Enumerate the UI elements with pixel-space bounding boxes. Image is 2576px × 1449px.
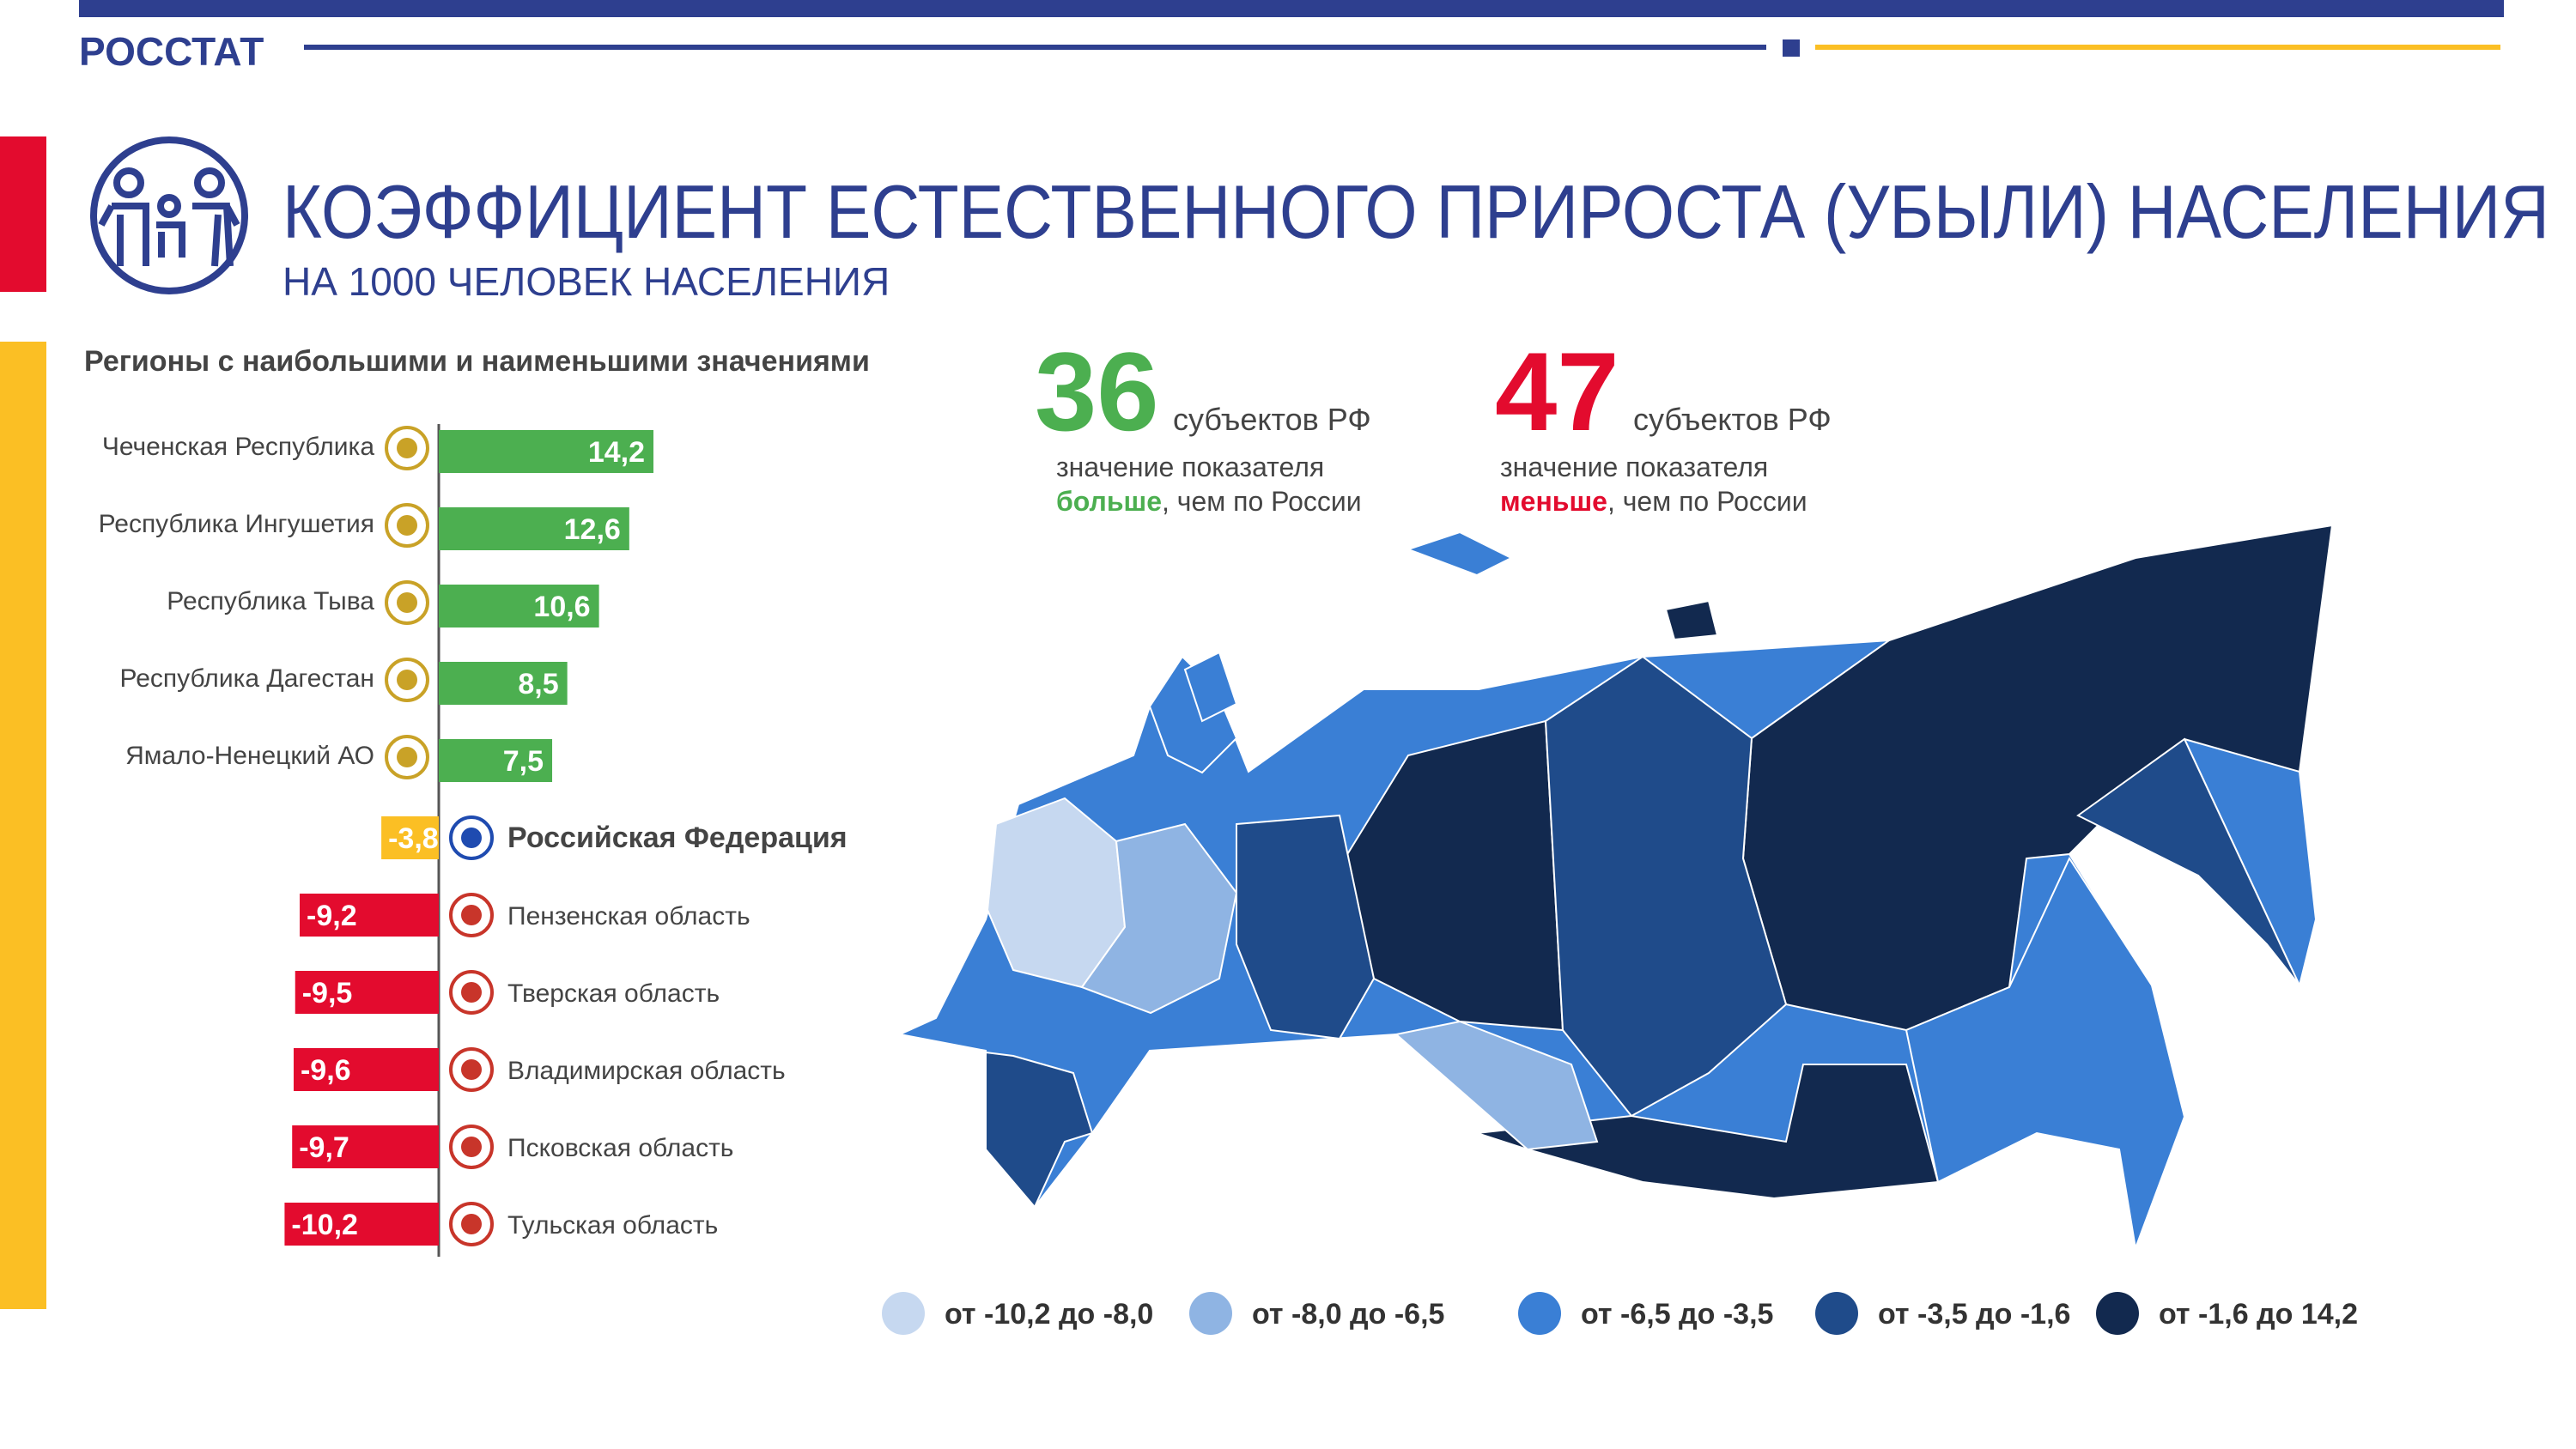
bar (292, 1125, 439, 1168)
value-label: -9,5 (302, 977, 353, 1009)
legend-swatch (2096, 1292, 2139, 1335)
emblem-inner (461, 1214, 482, 1234)
bar (439, 739, 553, 782)
accent-red (0, 136, 46, 292)
stat-number: 47 (1495, 329, 1619, 454)
stat-line: больше, чем по России (1056, 486, 1362, 517)
value-label: -3,8 (388, 822, 439, 855)
legend-label: от -3,5 до -1,6 (1878, 1298, 2070, 1331)
category-label: Республика Тыва (167, 587, 374, 615)
category-label: Чеченская Республика (102, 433, 374, 461)
header-square (1783, 39, 1800, 57)
chart-title: Регионы с наибольшими и наименьшими знач… (84, 345, 870, 378)
value-label: 12,6 (564, 513, 621, 546)
stat-emphasis: меньше (1500, 486, 1607, 517)
category-label: Владимирская область (507, 1057, 786, 1085)
stat-unit: субъектов РФ (1173, 402, 1371, 437)
stat-rest: , чем по России (1162, 486, 1362, 517)
top-bar (79, 0, 2504, 17)
stat-line: меньше, чем по России (1500, 486, 1807, 517)
emblem-inner (461, 1059, 482, 1080)
stat-unit: субъектов РФ (1633, 402, 1832, 437)
legend-swatch (1189, 1292, 1232, 1335)
emblem-inner (461, 905, 482, 925)
accent-yellow (0, 342, 46, 1309)
stat-line: значение показателя (1500, 452, 1768, 482)
legend-label: от -6,5 до -3,5 (1581, 1298, 1773, 1331)
legend-label: от -10,2 до -8,0 (945, 1298, 1153, 1331)
value-label: -9,2 (307, 900, 357, 932)
category-label: Пензенская область (507, 902, 750, 931)
value-label: 7,5 (503, 745, 544, 778)
legend-swatch (882, 1292, 925, 1335)
category-label: Республика Дагестан (120, 664, 374, 693)
emblem-inner (397, 438, 417, 458)
stat-line: значение показателя (1056, 452, 1324, 482)
legend-label: от -8,0 до -6,5 (1252, 1298, 1444, 1331)
bar (293, 1048, 439, 1091)
category-label: Тульская область (507, 1211, 718, 1240)
emblem-inner (461, 982, 482, 1003)
value-label: -9,7 (299, 1131, 349, 1164)
bar (439, 585, 599, 627)
value-label: 8,5 (518, 668, 558, 700)
map (896, 524, 2334, 1252)
emblem-inner (461, 828, 482, 848)
category-label: Российская Федерация (507, 822, 848, 854)
bar (284, 1203, 439, 1246)
family-icon (90, 136, 248, 294)
stat-rest: , чем по России (1607, 486, 1807, 517)
emblem-inner (397, 670, 417, 690)
category-label: Тверская область (507, 979, 720, 1008)
bar (381, 816, 439, 859)
org: РОССТАТ (79, 29, 264, 74)
emblem-inner (397, 747, 417, 767)
stat-number: 36 (1035, 329, 1159, 454)
stat-emphasis: больше (1056, 486, 1162, 517)
legend-swatch (1815, 1292, 1858, 1335)
legend-label: от -1,6 до 14,2 (2159, 1298, 2358, 1331)
bar (439, 507, 629, 550)
value-label: 14,2 (588, 436, 645, 469)
value-label: -10,2 (291, 1209, 358, 1241)
value-label: -9,6 (301, 1054, 351, 1087)
category-label: Ямало-Ненецкий АО (125, 742, 374, 770)
bar (300, 894, 439, 937)
legend-swatch (1518, 1292, 1561, 1335)
emblem-inner (397, 592, 417, 613)
value-label: 10,6 (533, 591, 590, 623)
category-label: Псковская область (507, 1134, 733, 1162)
subtitle: НА 1000 ЧЕЛОВЕК НАСЕЛЕНИЯ (283, 259, 890, 304)
bar (295, 971, 439, 1014)
bar (439, 430, 653, 473)
title: КОЭФФИЦИЕНТ ЕСТЕСТВЕННОГО ПРИРОСТА (УБЫЛ… (283, 169, 2549, 254)
emblem-inner (461, 1137, 482, 1157)
bar (439, 662, 568, 705)
emblem-inner (397, 515, 417, 536)
category-label: Республика Ингушетия (99, 510, 374, 538)
